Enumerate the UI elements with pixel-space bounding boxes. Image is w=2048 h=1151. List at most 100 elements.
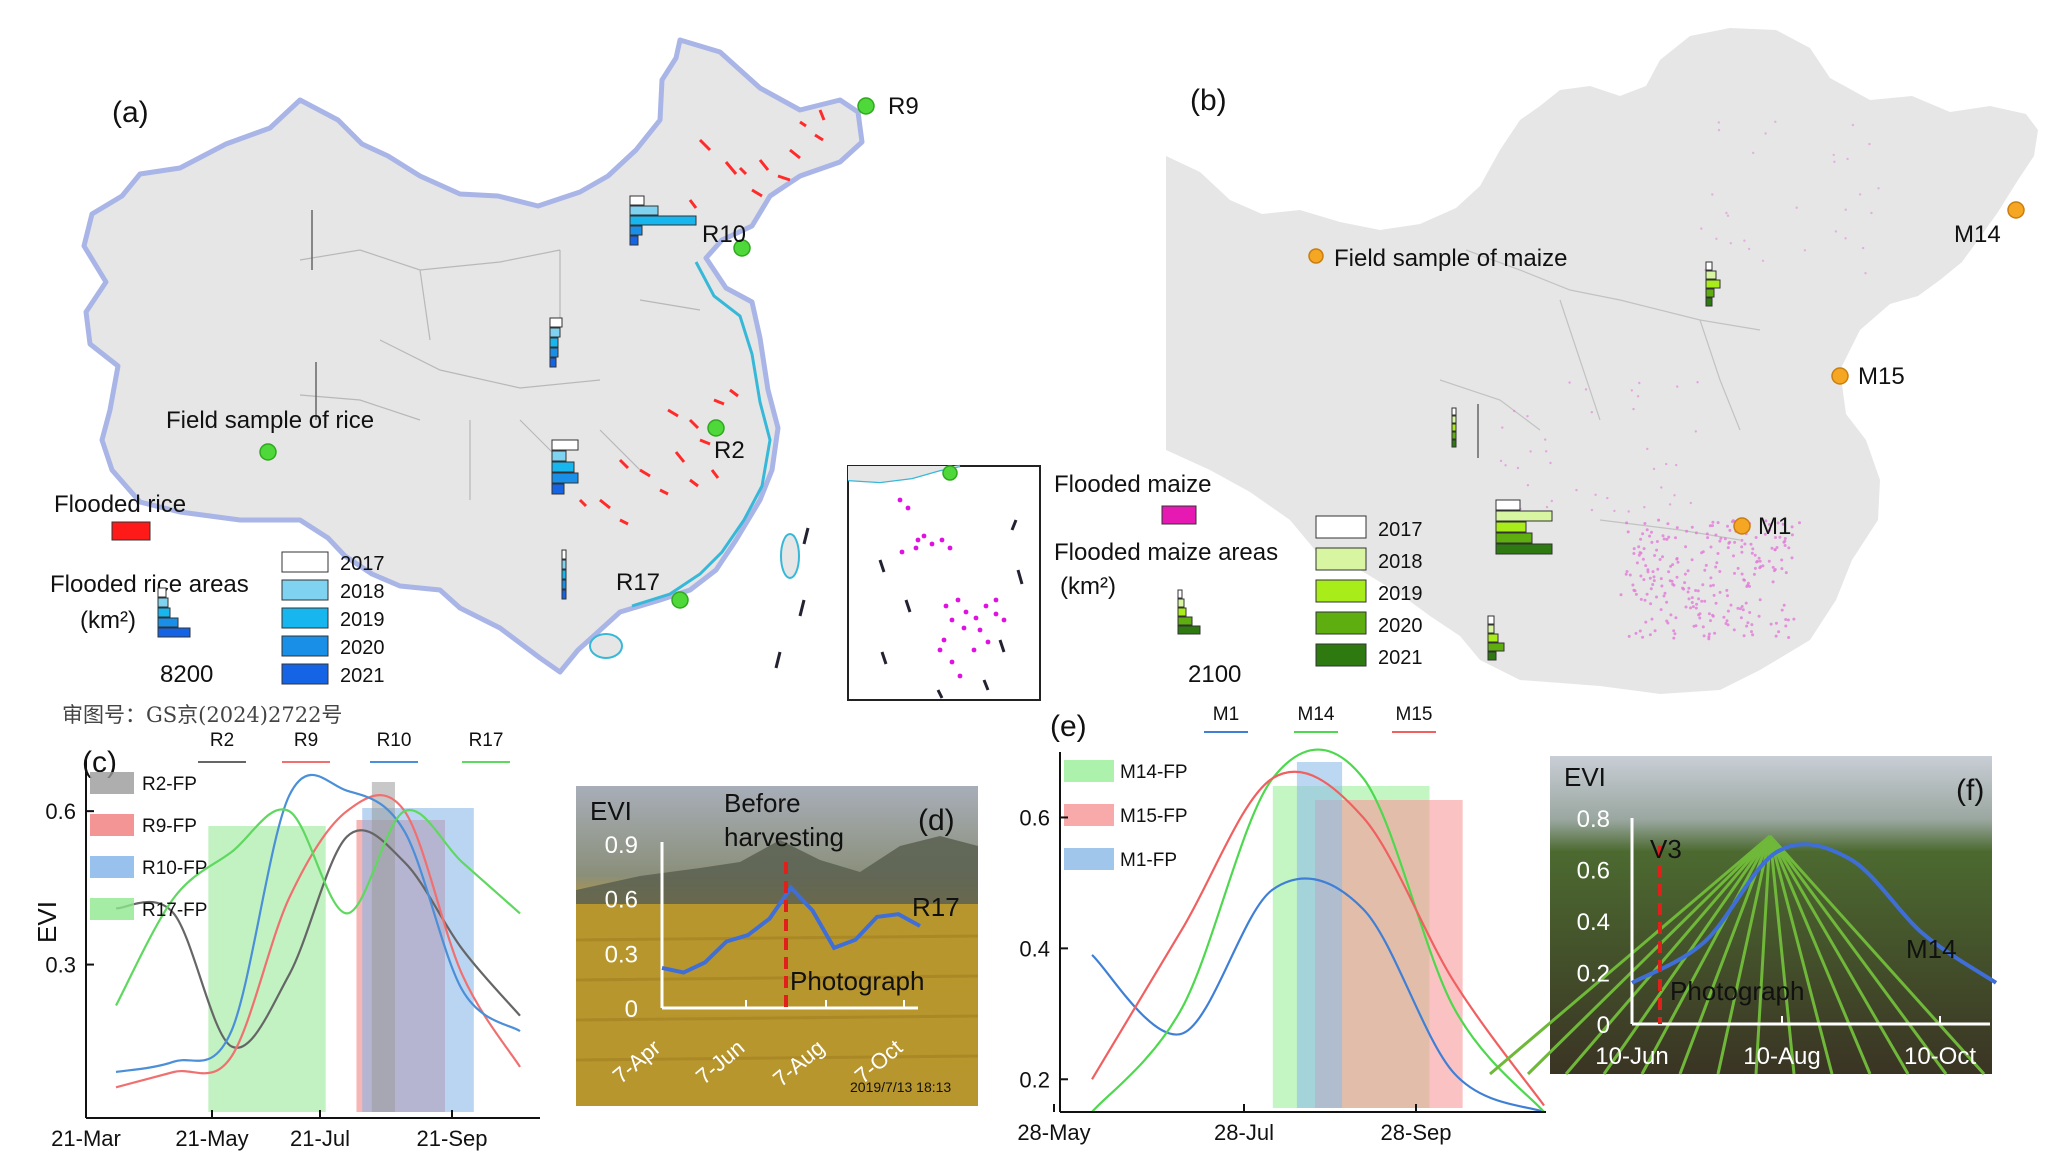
x-tick-label: 10-Jun [1595,1043,1668,1070]
maize-pixel [1868,142,1871,146]
fp-swatch-r17-fp [90,898,134,920]
area-bar-2018 [1177,598,1185,608]
maize-pixel [1568,381,1571,384]
site-r2-marker[interactable] [707,419,725,437]
maize-pixel [1690,525,1694,529]
legend-swatch-2019 [281,607,329,629]
maize-pixel [1690,601,1694,604]
legend-rice-scale-value: 8200 [160,661,213,688]
maize-pixel [1740,550,1744,554]
maize-pixel [1750,623,1754,627]
north-china-boundaries [1439,249,1761,541]
maize-pixel [1746,581,1750,585]
maize-pixel [1780,567,1784,571]
maize-pixel [1676,385,1679,388]
maize-pixel [1632,552,1636,555]
maize-pixel [1774,634,1778,638]
maize-pixel [1748,584,1751,588]
panel-e-fp-legend: M14-FP M15-FP M1-FP [1064,760,1188,871]
site-r17-marker[interactable] [671,591,689,609]
site-r10-label: R10 [702,221,746,248]
maize-pixel [1625,570,1629,573]
maize-pixel [1758,598,1762,602]
maize-pixel [1529,450,1532,453]
maize-pixel [1715,561,1719,565]
maize-pixel [1771,565,1775,569]
x-tick-label: 10-Aug [1743,1043,1820,1070]
maize-pixel [1783,539,1787,543]
maize-pixel [1687,597,1691,601]
panel-e-lines [1091,748,1545,1114]
site-m1-marker[interactable] [1733,517,1751,535]
area-bar-2017 [1495,499,1521,511]
maize-pixel [1526,415,1529,418]
maize-pixel [1771,580,1775,584]
maize-pixel [1660,584,1664,588]
maize-pixel [1642,578,1646,582]
maize-pixel [1733,540,1737,544]
maize-pixel [1501,426,1504,429]
maize-pixel [1708,524,1712,528]
maize-pixel [1669,564,1673,568]
maize-pixel [1653,554,1657,557]
maize-pixel [1700,551,1704,555]
maize-pixel [1689,606,1693,610]
inset-island [913,545,919,551]
maize-pixel [1716,521,1720,525]
y-tick-label: 0.2 [1577,961,1610,988]
maize-pixel [1694,531,1698,535]
y-tick-label: 0.4 [1577,909,1610,936]
maize-pixel [1671,563,1675,567]
maize-pixel [1649,587,1653,591]
maize-pixel [1575,488,1578,492]
maize-pixel [1632,588,1636,592]
maize-pixel [1634,631,1638,635]
legend-maize-years: 2017 2018 2019 2020 2021 [1315,515,1423,669]
maize-pixel [1703,599,1707,603]
south-china-sea-inset [847,465,1041,701]
y-tick-label: 0.4 [1019,936,1050,961]
maize-pixel [1624,572,1628,576]
maize-pixel [1803,249,1807,252]
maize-pixel [1659,608,1663,612]
fp-swatch-r10-fp [90,856,134,878]
maize-pixel [1697,613,1701,617]
inset-boundary-dash [878,559,886,573]
inset-islands [897,497,1007,679]
fp-legend-r9-fp: R9-FP [142,816,197,837]
maize-pixel [1767,559,1771,563]
crop-row [1768,835,1796,1075]
legend-year-2018: 2018 [1378,551,1423,573]
maize-pixel [1740,605,1744,608]
china-map-outline [81,37,865,675]
maize-pixel [1844,237,1847,240]
site-m14-marker[interactable] [2007,201,2025,219]
maize-pixel [1746,621,1750,625]
maize-pixel [1832,153,1835,157]
area-bar-2021 [629,235,639,246]
x-tick-label: 28-Sep [1381,1120,1452,1145]
panel-e-flood-periods [1272,762,1463,1108]
site-r9-marker[interactable] [857,97,875,115]
site-m15-marker[interactable] [1831,367,1849,385]
maize-pixel [1709,576,1713,580]
legend-flooded-maize-swatch [1161,505,1197,525]
maize-pixel [1725,588,1729,592]
legend-flooded-rice-label: Flooded rice [54,491,186,518]
maize-pixel [1774,621,1778,625]
maize-pixel [1759,565,1763,569]
maize-pixel [1792,617,1796,621]
series-line-m15 [1091,770,1545,1107]
legend-r17: R17 [469,730,504,751]
maize-pixel [1650,530,1653,534]
inset-island [937,647,943,653]
legend-flooded-rice-swatch [111,521,151,541]
maize-pixel [1748,611,1752,614]
site-r10-marker[interactable] [733,239,751,257]
maize-pixel [1764,132,1767,135]
inset-island [1001,617,1007,623]
maize-pixel [1790,533,1794,537]
maize-pixel [1754,536,1758,539]
area-bar-2017 [157,587,167,598]
